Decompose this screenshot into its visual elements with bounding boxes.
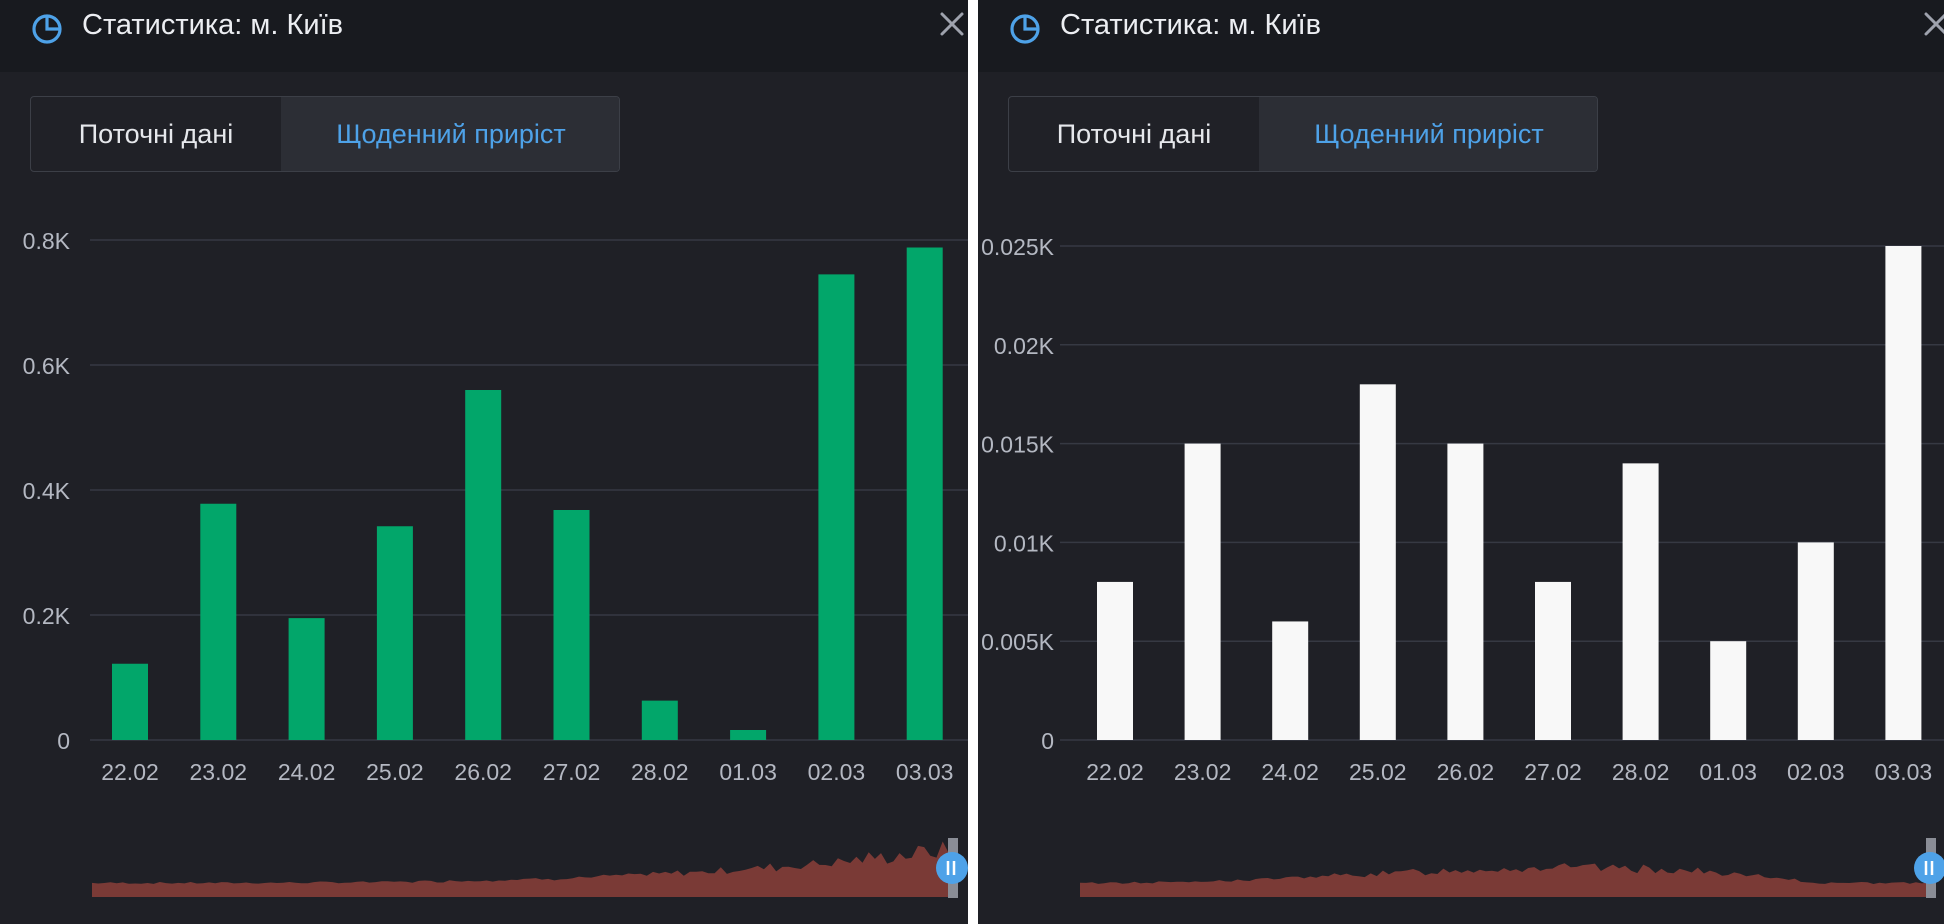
navigator-area bbox=[1080, 863, 1928, 897]
x-tick-label: 01.03 bbox=[719, 759, 777, 785]
bar bbox=[465, 390, 502, 740]
handle-grip-icon bbox=[1924, 861, 1934, 875]
bar bbox=[1359, 384, 1396, 740]
close-icon[interactable] bbox=[1918, 6, 1944, 42]
tab-current-data[interactable]: Поточні дані bbox=[78, 119, 234, 149]
x-tick-label: 25.02 bbox=[1349, 759, 1407, 785]
bar bbox=[1710, 641, 1747, 740]
tab-current-data[interactable]: Поточні дані bbox=[1056, 119, 1212, 149]
bar bbox=[200, 503, 237, 740]
y-tick-label: 0 bbox=[57, 728, 70, 754]
x-tick-label: 28.02 bbox=[631, 759, 689, 785]
y-tick-label: 0 bbox=[1041, 728, 1054, 754]
bar bbox=[1622, 463, 1659, 740]
bar bbox=[1535, 581, 1571, 740]
bar bbox=[818, 274, 855, 740]
bar-chart: 0 0.2K 0.4K 0.6K 0.8K 22.02 23.02 24.02 25.02 26.… bbox=[23, 228, 968, 898]
x-tick-label: 27.02 bbox=[543, 759, 601, 785]
panel-title: Статистика: м. Київ bbox=[82, 9, 344, 41]
tab-group: Поточні дані Щоденний приріст bbox=[1008, 96, 1598, 172]
bar bbox=[1797, 542, 1834, 740]
y-tick-label: 0.8K bbox=[23, 228, 71, 254]
bar bbox=[906, 247, 943, 740]
y-tick-label: 0.025K bbox=[981, 234, 1055, 260]
tab-group: Поточні дані Щоденний приріст bbox=[30, 96, 620, 172]
x-tick-label: 02.03 bbox=[808, 759, 866, 785]
bar bbox=[1184, 443, 1221, 740]
x-tick-label: 28.02 bbox=[1612, 759, 1670, 785]
y-tick-label: 0.005K bbox=[981, 629, 1055, 655]
bar-chart: 0 0.005K 0.01K 0.015K 0.02K 0.025K 22.02 23.02 2… bbox=[981, 234, 1944, 898]
y-tick-label: 0.015K bbox=[981, 432, 1055, 458]
x-tick-label: 02.03 bbox=[1787, 759, 1845, 785]
tab-daily-growth[interactable]: Щоденний приріст bbox=[1259, 97, 1597, 171]
y-tick-label: 0.2K bbox=[23, 603, 71, 629]
navigator-handle[interactable] bbox=[1914, 852, 1944, 884]
stats-panel-right: Статистика: м. Київ Поточні дані Щоденни… bbox=[978, 0, 1944, 924]
x-tick-label: 23.02 bbox=[190, 759, 248, 785]
navigator-handle[interactable] bbox=[936, 852, 968, 884]
bar bbox=[641, 700, 678, 740]
x-tick-label: 24.02 bbox=[278, 759, 336, 785]
stats-panel-left: Статистика: м. Київ Поточні дані Щоденни… bbox=[0, 0, 968, 924]
x-tick-label: 01.03 bbox=[1699, 759, 1757, 785]
handle-grip-icon bbox=[946, 861, 956, 875]
x-tick-label: 26.02 bbox=[454, 759, 512, 785]
bar bbox=[112, 663, 148, 740]
y-tick-label: 0.6K bbox=[23, 353, 71, 379]
y-tick-label: 0.4K bbox=[23, 478, 71, 504]
bar bbox=[1097, 581, 1133, 740]
tab-daily-growth[interactable]: Щоденний приріст bbox=[281, 97, 619, 171]
y-tick-label: 0.02K bbox=[994, 333, 1055, 359]
panel-header: Статистика: м. Київ bbox=[0, 0, 968, 72]
pie-chart-icon bbox=[1010, 14, 1040, 44]
y-tick-label: 0.01K bbox=[994, 530, 1055, 556]
bar bbox=[1272, 621, 1309, 740]
close-icon[interactable] bbox=[934, 6, 968, 42]
x-tick-label: 03.03 bbox=[896, 759, 954, 785]
bar bbox=[730, 730, 767, 740]
x-tick-label: 22.02 bbox=[1086, 759, 1144, 785]
x-tick-label: 27.02 bbox=[1524, 759, 1582, 785]
bar bbox=[376, 526, 413, 740]
navigator-area bbox=[92, 841, 955, 897]
x-tick-label: 25.02 bbox=[366, 759, 424, 785]
panel-header: Статистика: м. Київ bbox=[978, 0, 1944, 72]
panel-title: Статистика: м. Київ bbox=[1060, 9, 1322, 41]
x-tick-label: 24.02 bbox=[1261, 759, 1319, 785]
pie-chart-icon bbox=[32, 14, 62, 44]
x-tick-label: 26.02 bbox=[1437, 759, 1495, 785]
bar bbox=[1447, 443, 1484, 740]
bar bbox=[1885, 246, 1922, 740]
bar bbox=[553, 510, 590, 740]
bar bbox=[288, 618, 325, 740]
x-tick-label: 03.03 bbox=[1875, 759, 1933, 785]
x-tick-label: 23.02 bbox=[1174, 759, 1232, 785]
x-tick-label: 22.02 bbox=[101, 759, 159, 785]
